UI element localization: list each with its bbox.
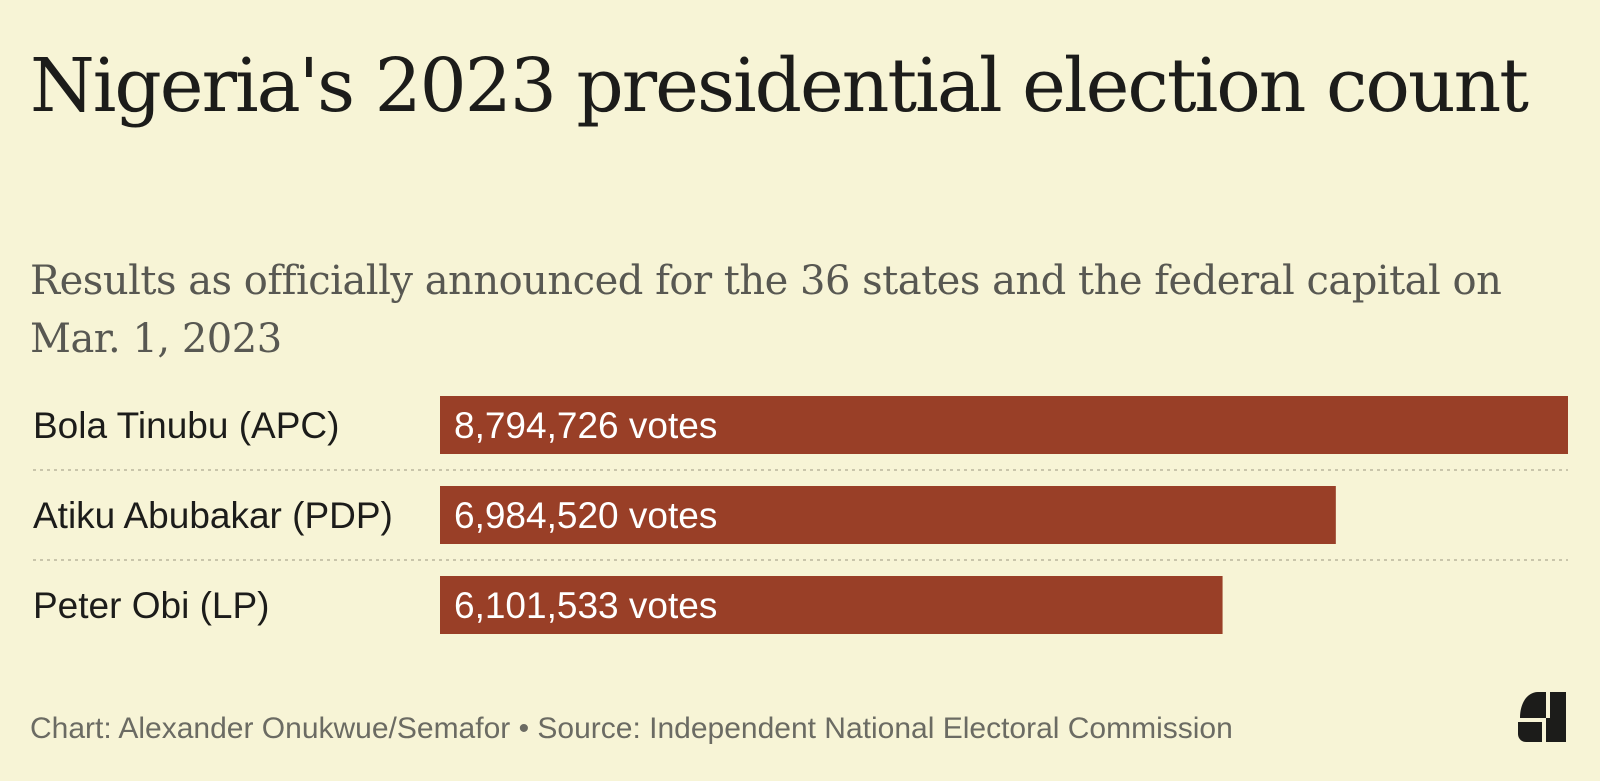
semafor-logo-icon <box>1516 690 1570 744</box>
bar <box>440 396 1568 454</box>
bar-value-label: 6,101,533 votes <box>454 585 717 626</box>
chart-title: Nigeria's 2023 presidential election cou… <box>30 43 1529 129</box>
category-label: Atiku Abubakar (PDP) <box>33 495 393 536</box>
bar-value-label: 6,984,520 votes <box>454 495 717 536</box>
bar-value-label: 8,794,726 votes <box>454 405 717 446</box>
category-label: Bola Tinubu (APC) <box>33 405 339 446</box>
chart-credit: Chart: Alexander Onukwue/Semafor • Sourc… <box>30 712 1233 745</box>
bar <box>440 486 1336 544</box>
chart-subtitle: Results as officially announced for the … <box>30 258 1502 362</box>
bar <box>440 576 1223 634</box>
category-label: Peter Obi (LP) <box>33 585 269 626</box>
